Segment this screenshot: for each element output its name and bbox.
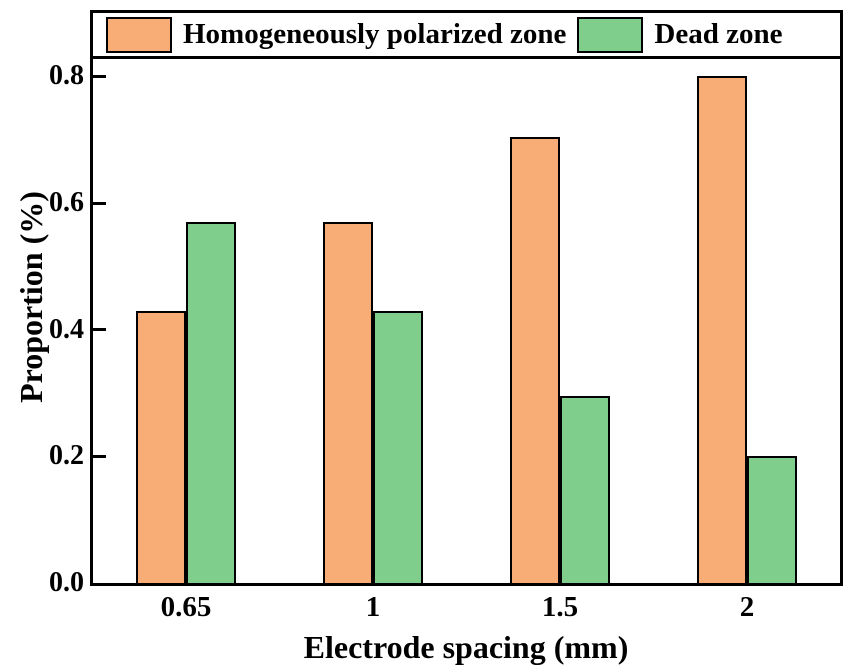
y-tick-mark-0.4 — [93, 328, 106, 331]
x-axis-title: Electrode spacing (mm) — [303, 629, 629, 665]
bar-homogeneous-x1 — [323, 222, 374, 583]
bar-homogeneous-x1.5 — [509, 137, 560, 583]
y-tick-mark-0.8 — [93, 75, 106, 78]
bar-homogeneous-x2 — [696, 76, 747, 583]
y-axis-title: Proportion (%) — [13, 191, 49, 403]
y-tick-label-0.2: 0.2 — [49, 440, 84, 471]
legend: Homogeneously polarized zone Dead zone — [93, 13, 840, 59]
y-tick-mark-0.2 — [93, 455, 106, 458]
bar-homogeneous-x0.65 — [136, 311, 187, 583]
y-tick-label-0.0: 0.0 — [49, 567, 84, 598]
legend-label-series-0: Homogeneously polarized zone — [183, 18, 567, 50]
plot-area: Homogeneously polarized zone Dead zone — [90, 10, 843, 586]
x-tick-label-1: 1 — [365, 591, 381, 623]
bar-dead-x0.65 — [186, 222, 237, 583]
bar-dead-x1.5 — [559, 396, 610, 583]
x-tick-label-0.65: 0.65 — [160, 591, 212, 623]
x-tick-label-2: 2 — [739, 591, 755, 623]
legend-swatch-series-0 — [106, 16, 172, 53]
y-tick-mark-0.6 — [93, 202, 106, 205]
legend-label-series-1: Dead zone — [654, 18, 783, 50]
legend-swatch-series-1 — [577, 16, 644, 53]
y-tick-label-0.8: 0.8 — [49, 60, 84, 91]
x-tick-label-1.5: 1.5 — [541, 591, 579, 623]
y-tick-label-0.6: 0.6 — [49, 187, 84, 218]
bar-dead-x2 — [746, 456, 797, 583]
y-tick-label-0.4: 0.4 — [49, 314, 84, 345]
bar-dead-x1 — [373, 311, 424, 583]
